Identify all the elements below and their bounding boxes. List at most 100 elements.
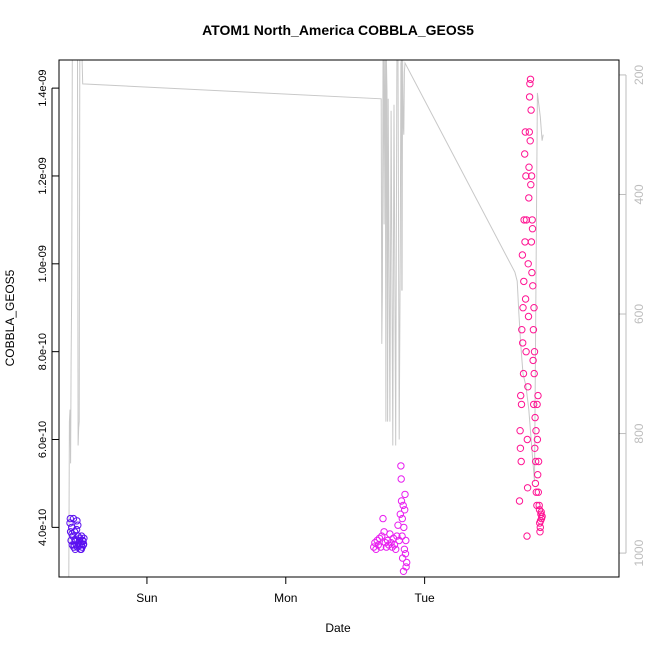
data-point-s2-45 [521, 295, 530, 303]
data-point-s2-66 [535, 506, 544, 514]
chart-title: ATOM1 North_America COBBLA_GEOS5 [202, 22, 474, 38]
data-point-s0-25 [66, 514, 75, 523]
data-point-s2-63 [533, 400, 541, 409]
data-point-s2-5 [518, 251, 527, 259]
data-point-s1-37 [398, 514, 406, 523]
data-point-s2-64 [534, 471, 542, 479]
data-point-s2-17 [525, 128, 533, 136]
data-point-s2-53 [527, 181, 535, 189]
y-tick-label-5: 1.4e-09 [37, 69, 49, 106]
data-point-s2-57 [529, 356, 537, 365]
data-point-s0-32 [79, 537, 87, 546]
data-point-s0-27 [70, 543, 78, 551]
data-point-s1-5 [375, 534, 384, 542]
data-point-s2-8 [520, 216, 528, 224]
data-point-s1-35 [399, 567, 408, 575]
plot-border [58, 59, 620, 578]
data-point-s2-16 [525, 194, 533, 202]
y2-line-path [68, 59, 544, 578]
data-point-s2-46 [522, 348, 530, 356]
data-point-s2-50 [525, 163, 533, 171]
data-point-s2-51 [525, 93, 534, 101]
data-point-s2-59 [530, 369, 538, 378]
data-point-s2-69 [537, 508, 545, 516]
data-point-s2-9 [521, 150, 529, 158]
data-point-s2-4 [518, 326, 526, 334]
data-point-s0-0 [66, 519, 74, 527]
data-point-s0-12 [73, 517, 81, 525]
data-point-s1-2 [372, 545, 380, 553]
data-point-s1-26 [398, 532, 406, 540]
data-point-s0-26 [68, 530, 76, 538]
data-point-s1-14 [386, 530, 394, 538]
y2-tick-label-2: 600 [632, 304, 646, 324]
data-point-s2-41 [517, 400, 526, 409]
data-point-s2-40 [516, 444, 525, 452]
data-point-s2-2 [517, 391, 525, 400]
data-point-s1-20 [393, 532, 401, 540]
data-point-s2-54 [527, 238, 536, 246]
y-tick-label-1: 6.0e-10 [37, 421, 49, 458]
y-axis-left: 4.0e-10 6.0e-10 8.0e-10 1.0e-09 1.2e-09 1.4e-… [37, 69, 59, 546]
data-point-s2-15 [524, 260, 532, 268]
data-point-s2-28 [532, 457, 540, 466]
data-point-s2-33 [534, 457, 543, 466]
data-point-s1-30 [400, 545, 409, 553]
x-tick-label-1: Mon [274, 591, 297, 605]
data-point-s2-23 [529, 282, 537, 290]
data-point-s2-68 [536, 517, 545, 525]
data-point-s1-32 [401, 550, 410, 558]
data-point-s1-29 [400, 523, 408, 532]
y-tick-label-4: 1.2e-09 [37, 157, 49, 194]
data-point-s2-49 [524, 312, 533, 321]
data-point-s2-26 [530, 348, 539, 356]
y2-tick-label-3: 800 [632, 423, 646, 443]
y-tick-label-0: 4.0e-10 [37, 509, 49, 546]
x-tick-label-0: Sun [136, 591, 157, 605]
y2-tick-label-0: 200 [632, 65, 646, 85]
data-point-s2-25 [530, 304, 538, 312]
y2-tick-label-1: 400 [632, 184, 646, 204]
data-point-s2-18 [526, 80, 534, 88]
x-axis-label: Date [325, 621, 351, 635]
data-point-s2-42 [519, 339, 527, 347]
data-point-s1-34 [403, 558, 411, 567]
data-point-s1-25 [397, 497, 406, 505]
data-point-s0-29 [74, 521, 82, 529]
data-point-s2-27 [531, 413, 539, 422]
data-point-s2-31 [533, 435, 542, 444]
data-point-s2-58 [530, 400, 538, 409]
data-point-s2-1 [516, 427, 524, 435]
data-point-s1-31 [401, 490, 409, 499]
data-point-s2-0 [515, 497, 524, 505]
data-point-s2-12 [522, 216, 531, 224]
data-point-s1-38 [401, 506, 409, 514]
data-point-s1-8 [379, 514, 387, 523]
data-point-s2-10 [521, 128, 529, 136]
data-point-s2-14 [523, 484, 532, 492]
data-point-s2-48 [524, 383, 532, 391]
data-point-s0-28 [72, 525, 81, 534]
data-point-s2-60 [531, 444, 539, 452]
y2-line-series [68, 59, 544, 578]
data-point-s2-43 [520, 277, 528, 286]
data-point-s2-56 [528, 225, 537, 233]
data-point-s2-55 [528, 268, 536, 277]
data-point-s2-11 [522, 172, 530, 180]
data-point-s2-29 [532, 488, 540, 496]
data-point-s1-24 [397, 462, 405, 470]
data-point-s0-34 [71, 536, 79, 544]
y-axis-right: 200 400 600 800 1000 [619, 65, 646, 566]
data-point-s1-39 [402, 536, 410, 545]
data-point-s2-39 [538, 512, 546, 521]
data-point-s1-28 [399, 501, 407, 510]
data-point-s2-44 [521, 238, 529, 246]
y-tick-label-2: 8.0e-10 [37, 333, 49, 370]
data-point-s0-33 [79, 540, 88, 548]
data-point-s2-20 [527, 106, 535, 114]
data-point-s2-24 [529, 326, 538, 334]
y2-tick-label-4: 1000 [632, 539, 646, 566]
data-point-s0-24 [80, 534, 88, 542]
data-point-s2-13 [523, 532, 531, 540]
